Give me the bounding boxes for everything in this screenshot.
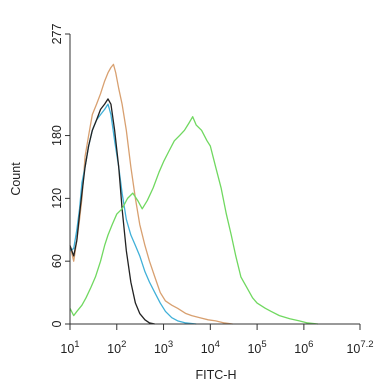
- x-tick-base: 10: [247, 342, 261, 356]
- x-tick-exponent: 1: [74, 339, 79, 350]
- x-tick-label: 102: [107, 339, 126, 356]
- y-tick-label: 277: [50, 24, 64, 45]
- x-axis-title: FITC-H: [196, 368, 237, 382]
- x-tick-label: 107.2: [346, 339, 373, 356]
- x-tick-exponent: 6: [308, 339, 313, 350]
- x-tick-base: 10: [294, 342, 308, 356]
- y-tick-label: 0: [50, 320, 64, 327]
- y-tick-label: 120: [50, 188, 64, 209]
- x-tick-exponent: 4: [215, 339, 220, 350]
- x-tick-base: 10: [107, 342, 121, 356]
- y-ticks: 0 60 120 180 277: [50, 24, 70, 327]
- x-tick-exponent: 5: [261, 339, 266, 350]
- x-tick-label: 105: [247, 339, 266, 356]
- histogram-series-4: [69, 116, 319, 325]
- x-tick-label: 103: [154, 339, 173, 356]
- x-tick-exponent: 7.2: [360, 339, 373, 350]
- x-tick-base: 10: [346, 342, 360, 356]
- y-tick-label: 60: [50, 254, 64, 268]
- y-tick-label: 180: [50, 125, 64, 146]
- x-tick-base: 10: [60, 342, 74, 356]
- x-tick-base: 10: [154, 342, 168, 356]
- x-tick-label: 104: [201, 339, 220, 356]
- axes: [69, 34, 360, 325]
- histogram-series-3: [69, 98, 155, 325]
- x-tick-exponent: 3: [168, 339, 173, 350]
- x-tick-exponent: 2: [121, 339, 126, 350]
- x-tick-base: 10: [201, 342, 215, 356]
- y-axis-title: Count: [9, 162, 23, 196]
- histogram-series-1: [69, 63, 233, 325]
- x-tick-label: 106: [294, 339, 313, 356]
- plot-lines: [69, 63, 319, 325]
- x-ticks: 101 102 103 104 105 106 107.2: [60, 324, 374, 356]
- x-tick-label: 101: [60, 339, 79, 356]
